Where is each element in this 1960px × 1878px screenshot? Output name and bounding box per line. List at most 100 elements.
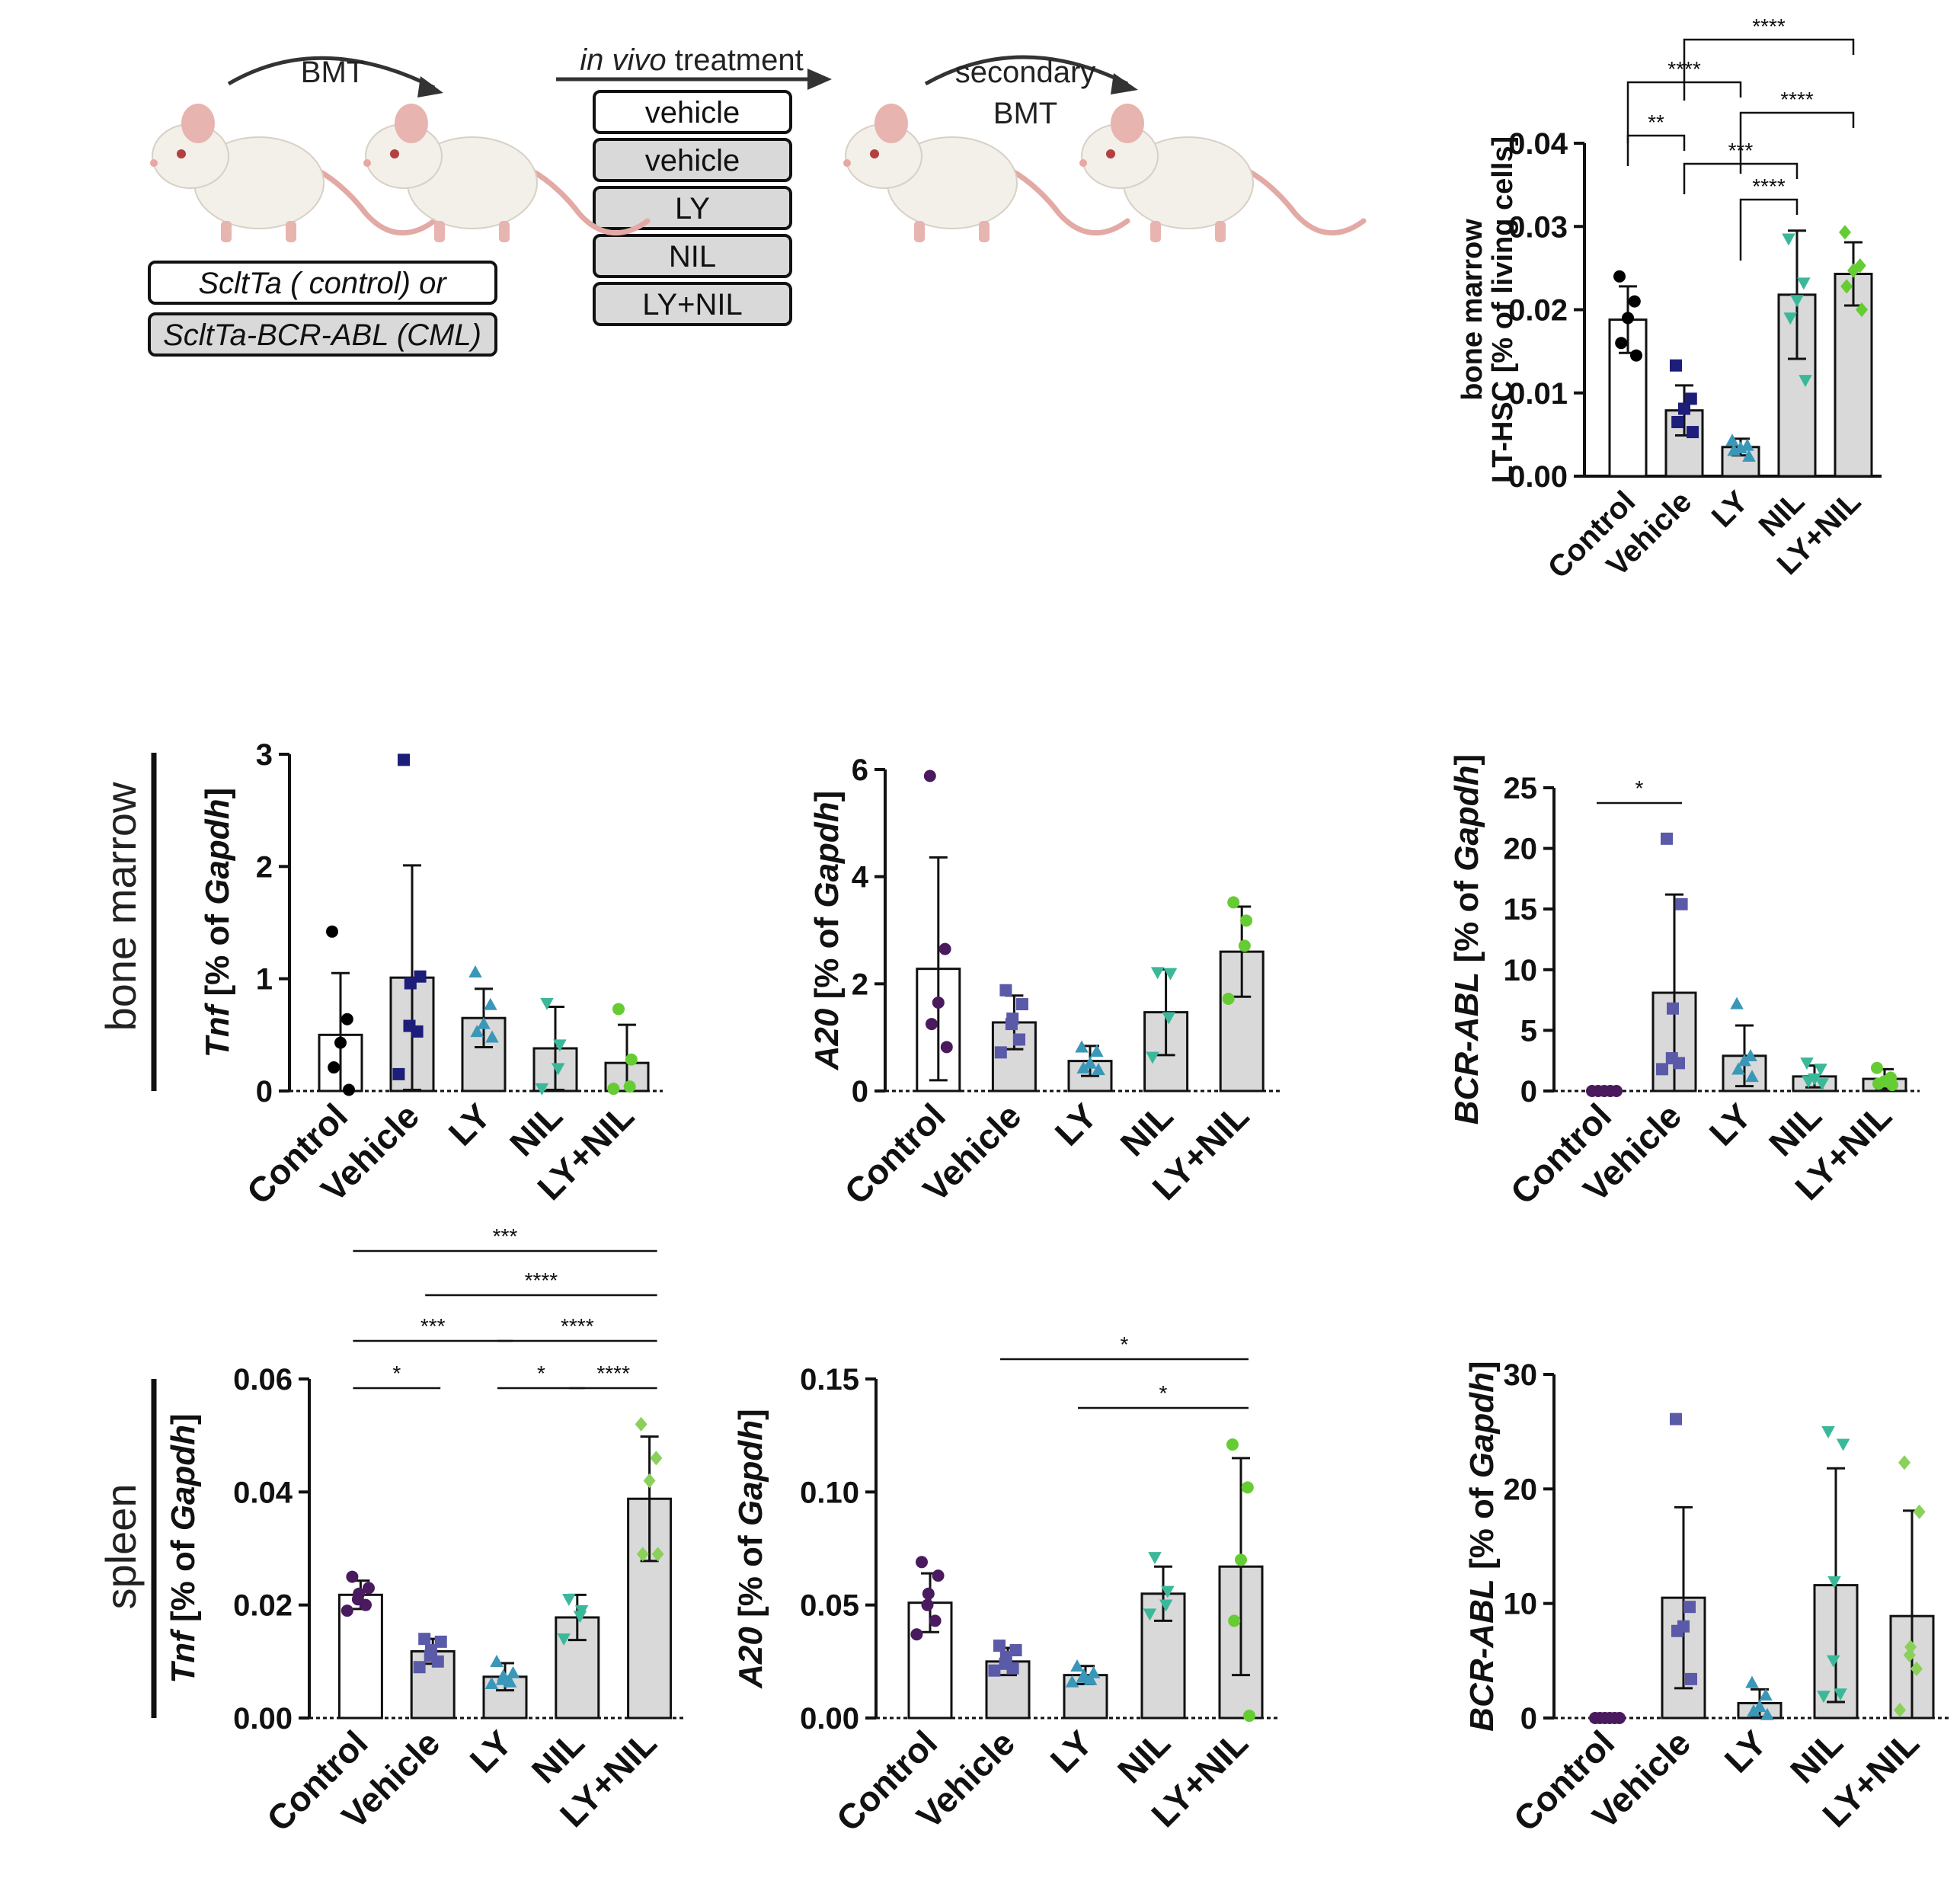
y-axis-label-part: [% of xyxy=(1448,872,1485,972)
data-point xyxy=(1146,1051,1159,1064)
mouse-illustration xyxy=(1079,104,1367,242)
y-tick-label: 0.05 xyxy=(800,1589,859,1623)
data-point xyxy=(418,1633,431,1646)
mouse-eye xyxy=(1106,149,1115,158)
experimental-schematic: BMT in vivo treatment secondary BMT Sclt… xyxy=(148,43,1367,357)
data-point xyxy=(1222,993,1235,1006)
mouse-leg xyxy=(499,221,510,242)
data-point xyxy=(1241,1481,1254,1494)
data-point xyxy=(431,1655,444,1668)
data-point xyxy=(1745,1675,1759,1688)
data-point xyxy=(1730,997,1744,1009)
treatment-box xyxy=(593,234,792,278)
data-point xyxy=(341,1604,353,1617)
data-point xyxy=(1886,1079,1898,1092)
data-point xyxy=(651,1547,664,1562)
mouse-nose xyxy=(150,159,158,167)
y-tick-label: 0.00 xyxy=(233,1702,293,1736)
data-point xyxy=(1613,270,1626,283)
mouse-nose xyxy=(1079,159,1087,167)
significance-label: *** xyxy=(493,1224,518,1248)
y-tick-label: 0 xyxy=(1520,1702,1537,1736)
mouse-leg xyxy=(914,221,925,242)
data-point xyxy=(1685,1672,1697,1685)
y-axis-label-part: A20 xyxy=(808,1008,846,1070)
data-point xyxy=(1827,1576,1841,1588)
y-axis-label-part: Tnf xyxy=(165,1628,202,1684)
data-point xyxy=(551,1063,565,1076)
mouse-eye xyxy=(177,149,186,158)
data-point xyxy=(932,996,945,1009)
data-point xyxy=(1797,277,1811,290)
data-point xyxy=(1684,392,1697,405)
y-axis-label-part: Tnf xyxy=(199,1002,236,1057)
data-point xyxy=(1615,337,1628,350)
treatment-box xyxy=(593,90,792,134)
mouse-leg xyxy=(1150,221,1161,242)
y-tick-label: 0.03 xyxy=(1508,210,1568,244)
y-axis-label: bone marrow xyxy=(1456,219,1488,401)
data-point xyxy=(1610,1085,1623,1097)
data-point xyxy=(1759,1688,1773,1701)
data-point xyxy=(1076,1670,1090,1683)
data-point xyxy=(1159,1599,1173,1612)
data-point xyxy=(434,1635,447,1648)
data-point xyxy=(1227,896,1240,909)
data-point xyxy=(341,1013,353,1025)
significance-bracket xyxy=(1739,198,1799,261)
significance-label: *** xyxy=(420,1314,446,1338)
y-tick-label: 3 xyxy=(256,738,273,772)
significance-label: * xyxy=(1159,1381,1168,1405)
data-point xyxy=(1817,1691,1831,1704)
data-point xyxy=(1005,1018,1018,1031)
y-axis-label-part: Gapdh xyxy=(808,801,846,907)
y-axis-label: A20 [% of Gapdh] xyxy=(732,1409,769,1689)
row-label-bone-marrow: bone marrow xyxy=(97,782,145,1031)
y-axis-label-part: [% of xyxy=(1463,1478,1501,1579)
data-point xyxy=(1090,1045,1104,1057)
data-point xyxy=(468,965,482,978)
data-point xyxy=(1661,832,1673,845)
data-point xyxy=(346,1570,359,1583)
data-point xyxy=(392,1067,405,1080)
treatment-label: in vivo treatment xyxy=(580,43,803,77)
data-point xyxy=(1853,258,1866,274)
y-tick-label: 0.06 xyxy=(233,1363,293,1397)
data-point xyxy=(1821,1425,1835,1438)
data-point xyxy=(1675,897,1688,910)
data-point xyxy=(921,1598,934,1611)
y-tick-label: 25 xyxy=(1504,772,1538,805)
data-point xyxy=(404,977,417,990)
data-point xyxy=(362,1582,375,1595)
y-axis-label: BCR-ABL [% of Gapdh] xyxy=(1463,1361,1501,1731)
mouse-ear xyxy=(1111,104,1144,143)
significance-bracket xyxy=(1683,38,1855,101)
significance-label: **** xyxy=(1780,88,1814,111)
data-point xyxy=(636,1547,649,1562)
significance-bracket xyxy=(1739,111,1855,174)
data-point xyxy=(916,1556,928,1569)
data-point xyxy=(1656,1063,1668,1076)
data-point xyxy=(635,1416,647,1432)
data-point xyxy=(994,1046,1007,1059)
y-tick-label: 0.04 xyxy=(1508,127,1568,161)
data-point xyxy=(1760,1707,1774,1720)
y-axis-label-part: ] xyxy=(1463,1361,1501,1372)
data-point xyxy=(1898,1455,1910,1470)
significance-label: **** xyxy=(596,1361,630,1385)
y-tick-label: 2 xyxy=(852,968,868,1001)
treatment-label: LY xyxy=(675,192,710,226)
significance-label: ** xyxy=(1648,110,1664,134)
data-point xyxy=(1727,443,1741,456)
data-point xyxy=(1753,1700,1767,1713)
mouse-leg xyxy=(434,221,445,242)
data-point xyxy=(650,1451,663,1466)
y-axis-label-part: ] xyxy=(732,1409,769,1420)
category-label: LY xyxy=(1717,1723,1774,1780)
data-point xyxy=(1742,449,1756,462)
data-point xyxy=(910,1628,923,1641)
donor-box-cml xyxy=(148,312,497,357)
